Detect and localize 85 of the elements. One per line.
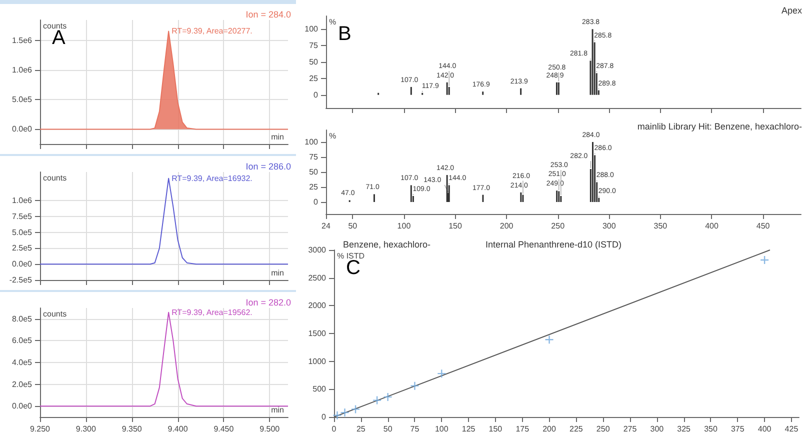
y-tick-label: 100 xyxy=(304,138,319,146)
x-tick-label: 400 xyxy=(758,424,772,434)
y-tick-label: 0 xyxy=(314,198,319,206)
x-tick-label: 100 xyxy=(434,424,449,434)
x-tick-label: 100 xyxy=(397,222,412,230)
x-tick-label: 250 xyxy=(551,222,566,230)
x-tick-label: 450 xyxy=(756,222,770,230)
y-tick-label: 8.0e5 xyxy=(12,314,33,324)
x-tick-label: 150 xyxy=(448,222,462,230)
chart-title: mainlib Library Hit: Benzene, hexachloro- xyxy=(637,122,802,132)
x-tick-label: 125 xyxy=(462,424,476,434)
x-tick-label: 300 xyxy=(602,222,616,230)
y-tick-label: 0 xyxy=(314,90,319,100)
x-tick-label: 50 xyxy=(348,222,358,230)
y-tick-label: 1.5e6 xyxy=(12,36,33,46)
x-tick-label: 9.350 xyxy=(122,424,142,434)
y-axis-title: % xyxy=(329,132,336,140)
annotation: RT=9.39, Area=20277. xyxy=(172,26,252,36)
x-tick-label: 400 xyxy=(705,222,719,230)
x-tick-label: 25 xyxy=(356,424,366,434)
y-tick-label: 2500 xyxy=(308,273,327,282)
y-tick-label: 3000 xyxy=(308,246,327,254)
y-tick-label: 100 xyxy=(304,24,319,34)
chart-title: Ion = 282.0 xyxy=(246,298,291,308)
y-axis-title: counts xyxy=(43,22,67,30)
x-tick-label: 24 xyxy=(322,222,331,230)
x-tick-label: 200 xyxy=(542,424,556,434)
y-tick-label: 50 xyxy=(309,58,319,66)
y-tick-label: 4.0e5 xyxy=(12,358,33,367)
y-tick-label: 1.0e6 xyxy=(12,66,33,75)
y-tick-label: 1500 xyxy=(308,329,327,338)
x-axis-title: min xyxy=(271,268,284,278)
y-tick-label: 25 xyxy=(309,182,319,192)
y-tick-label: 5.0e5 xyxy=(12,95,33,104)
x-tick-label: 325 xyxy=(677,424,692,434)
y-tick-label: 75 xyxy=(309,152,319,162)
chart-title: Apex xyxy=(781,6,802,16)
y-tick-label: 2000 xyxy=(308,301,327,310)
y-axis-title: % xyxy=(329,18,336,26)
y-tick-label: 6.0e5 xyxy=(12,336,33,346)
x-tick-label: 0 xyxy=(332,424,337,434)
annotation: B xyxy=(338,23,352,45)
x-tick-label: 250 xyxy=(596,424,610,434)
x-tick-label: 375 xyxy=(730,424,745,434)
annotation: RT=9.39, Area=19562. xyxy=(172,308,252,317)
y-tick-label: 5.0e5 xyxy=(12,228,33,237)
x-tick-label: 175 xyxy=(516,424,530,434)
x-tick-label: 200 xyxy=(500,222,514,230)
x-tick-label: 9.250 xyxy=(30,424,51,434)
x-axis-title: min xyxy=(271,406,284,414)
y-axis-title: counts xyxy=(43,174,67,182)
y-tick-label: 50 xyxy=(309,168,319,176)
y-tick-label: 0 xyxy=(322,412,327,422)
y-tick-label: 0.0e0 xyxy=(12,260,33,269)
y-tick-label: 25 xyxy=(309,74,319,83)
x-tick-label: 300 xyxy=(650,424,664,434)
x-tick-label: 50 xyxy=(383,424,393,434)
y-tick-label: 2.5e5 xyxy=(12,244,33,253)
x-tick-label: 425 xyxy=(784,424,799,434)
x-tick-label: 9.400 xyxy=(168,424,188,434)
x-tick-label: 75 xyxy=(410,424,420,434)
y-tick-label: 75 xyxy=(309,41,319,50)
x-tick-label: 9.450 xyxy=(214,424,234,434)
chart-title: Benzene, hexachloro- xyxy=(343,240,431,250)
x-tick-label: 9.500 xyxy=(260,424,280,434)
annotation: RT=9.39, Area=16932. xyxy=(172,174,252,183)
y-tick-label: 0.0e0 xyxy=(12,402,33,411)
y-tick-label: 500 xyxy=(312,384,327,394)
x-tick-label: 350 xyxy=(654,222,668,230)
y-tick-label: 0.0e0 xyxy=(12,124,33,134)
y-tick-label: 7.5e5 xyxy=(12,212,33,221)
chart-title: Ion = 284.0 xyxy=(246,10,291,20)
x-tick-label: 225 xyxy=(570,424,584,434)
y-axis-title: counts xyxy=(43,310,67,318)
chart-title: Ion = 286.0 xyxy=(246,162,291,172)
y-tick-label: 1.0e6 xyxy=(12,196,33,206)
y-tick-label: 2.0e5 xyxy=(12,380,33,389)
x-tick-label: 150 xyxy=(488,424,503,434)
y-tick-label: -2.5e5 xyxy=(9,276,33,284)
chart-subtitle: Internal Phenanthrene-d10 (ISTD) xyxy=(485,240,622,250)
y-tick-label: 1000 xyxy=(308,356,327,366)
x-axis-title: min xyxy=(271,132,284,142)
x-tick-label: 350 xyxy=(704,424,718,434)
x-tick-label: 275 xyxy=(623,424,638,434)
x-tick-label: 9.300 xyxy=(76,424,96,434)
